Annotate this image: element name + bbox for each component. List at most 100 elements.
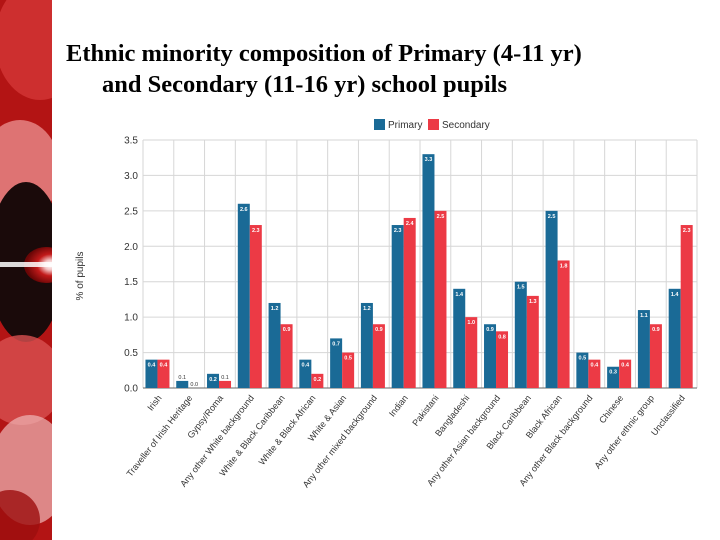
bar-secondary	[403, 217, 416, 388]
grid-lines	[142, 139, 698, 389]
x-category-label: Chinese	[597, 393, 625, 425]
bar-secondary	[649, 324, 662, 388]
y-tick-label: 1.0	[124, 313, 138, 324]
bar-value-label: 1.2	[271, 306, 279, 312]
bar-secondary	[619, 359, 632, 388]
bar-secondary	[249, 225, 262, 388]
bar-primary	[514, 281, 527, 388]
bar-secondary	[157, 359, 170, 388]
x-category-label: Pakistani	[410, 393, 440, 428]
legend-label-primary: Primary	[388, 120, 422, 131]
slide-title-line-2: and Secondary (11-16 yr) school pupils	[102, 71, 507, 98]
bar-chart: 0.0 0.5 1.0 1.5 2.0 2.5 3.0 3.5 % of pupils 0.4…	[75, 119, 698, 490]
bar-primary	[299, 359, 312, 388]
bar-value-label: 0.2	[314, 377, 322, 383]
decorative-side-strip	[0, 0, 52, 540]
bar-value-label: 1.2	[363, 306, 371, 312]
bar-secondary	[372, 324, 385, 388]
bar-primary	[453, 288, 466, 388]
bar-secondary	[434, 210, 447, 388]
bar-primary	[422, 154, 435, 388]
bar-value-label: 2.6	[240, 207, 248, 213]
bar-value-label: 2.5	[548, 214, 556, 220]
bar-primary	[545, 210, 558, 388]
bar-value-label: 1.3	[529, 299, 537, 305]
y-tick-label: 0.5	[124, 348, 138, 359]
legend-swatch-secondary	[428, 119, 439, 130]
bar-value-label: 2.3	[394, 228, 402, 234]
y-tick-label: 0.0	[124, 384, 138, 395]
bar-value-label: 1.4	[671, 292, 680, 298]
bar-value-label: 0.1	[178, 375, 186, 381]
bar-secondary	[557, 260, 570, 388]
bar-primary	[237, 203, 250, 388]
bar-primary	[145, 359, 158, 388]
bar-value-label: 2.3	[683, 228, 691, 234]
bar-primary	[176, 380, 189, 388]
x-category-label: Traveller of Irish Heritage	[125, 393, 195, 479]
bar-value-label: 1.5	[517, 285, 525, 291]
slide-title-line-1: Ethnic minority composition of Primary (…	[66, 40, 582, 67]
bar-secondary	[680, 225, 693, 388]
x-category-label: Any other ethnic group	[592, 393, 656, 471]
bar-value-label: 3.3	[425, 157, 433, 163]
bar-value-label: 0.9	[283, 327, 291, 333]
bar-value-label: 0.7	[332, 341, 340, 347]
bar-secondary	[496, 331, 509, 388]
y-tick-label: 3.0	[124, 171, 138, 182]
bar-value-label: 0.3	[609, 370, 617, 376]
bar-primary	[391, 225, 404, 388]
bar-primary	[330, 338, 343, 388]
bar-value-label: 0.5	[579, 356, 587, 362]
legend-label-secondary: Secondary	[442, 120, 490, 131]
bar-value-label: 0.0	[190, 382, 198, 388]
legend-swatch-primary	[374, 119, 385, 130]
bar-secondary	[465, 317, 478, 388]
x-category-label: Irish	[145, 393, 163, 413]
bar-primary	[668, 288, 681, 388]
bar-value-label: 0.4	[302, 363, 311, 369]
bar-value-label: 0.8	[498, 334, 506, 340]
bar-value-label: 0.9	[486, 327, 494, 333]
bar-primary	[268, 302, 281, 388]
y-tick-label: 2.5	[124, 206, 138, 217]
bar-value-label: 0.4	[160, 363, 169, 369]
bar-value-label: 1.4	[455, 292, 464, 298]
slide-title: Ethnic minority composition of Primary (…	[66, 38, 706, 100]
bar-value-label: 2.5	[437, 214, 445, 220]
legend: Primary Secondary	[374, 119, 490, 131]
bar-secondary	[588, 359, 601, 388]
bar-secondary	[311, 373, 324, 388]
bar-value-label: 0.4	[148, 363, 157, 369]
x-category-label: White & Black African	[257, 393, 318, 467]
bar-primary	[207, 373, 220, 388]
bar-value-label: 0.5	[344, 356, 352, 362]
bar-value-label: 0.9	[375, 327, 383, 333]
bar-secondary	[342, 352, 355, 388]
bar-secondary	[280, 324, 293, 388]
bar-primary	[360, 302, 373, 388]
y-tick-label: 2.0	[124, 242, 138, 253]
bar-primary	[607, 366, 620, 388]
bar-primary	[576, 352, 589, 388]
bar-value-label: 1.0	[467, 320, 475, 326]
bar-secondary	[219, 380, 232, 388]
y-axis-label: % of pupils	[75, 252, 86, 301]
y-tick-label: 3.5	[124, 136, 138, 147]
bar-secondary	[526, 295, 539, 388]
bar-value-label: 2.4	[406, 221, 415, 227]
bar-value-label: 0.1	[221, 375, 229, 381]
bar-value-label: 1.8	[560, 263, 568, 269]
y-axis-ticks: 0.0 0.5 1.0 1.5 2.0 2.5 3.0 3.5	[124, 136, 138, 395]
x-category-label: Indian	[387, 393, 410, 418]
bar-value-label: 0.2	[209, 377, 217, 383]
bar-value-label: 0.9	[652, 327, 660, 333]
bar-value-label: 0.4	[621, 363, 630, 369]
bar-primary	[484, 324, 497, 388]
bar-value-label: 1.1	[640, 313, 648, 319]
y-tick-label: 1.5	[124, 277, 138, 288]
bar-value-label: 2.3	[252, 228, 260, 234]
bar-primary	[637, 310, 650, 388]
bar-value-label: 0.4	[591, 363, 600, 369]
